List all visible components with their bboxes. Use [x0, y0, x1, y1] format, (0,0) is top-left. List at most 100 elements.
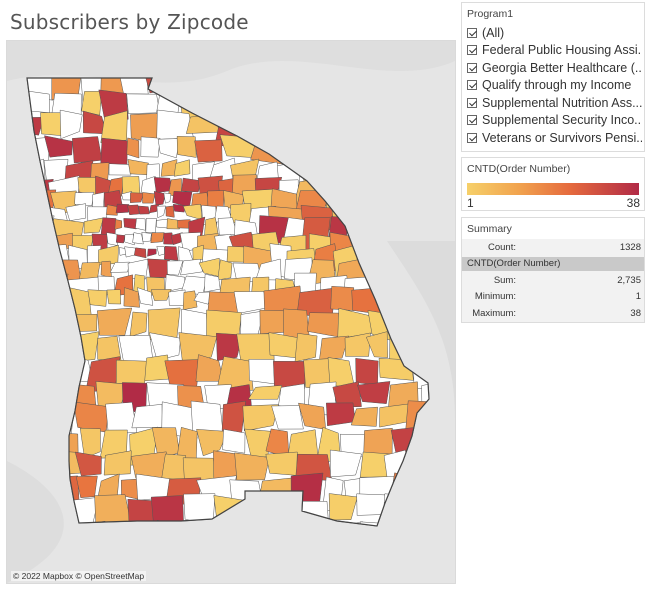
- zipcode-region[interactable]: [20, 215, 55, 251]
- zipcode-region[interactable]: [257, 477, 294, 508]
- zipcode-region[interactable]: [406, 191, 442, 219]
- zipcode-region[interactable]: [357, 381, 391, 404]
- zipcode-region[interactable]: [420, 72, 442, 101]
- zipcode-regions[interactable]: [18, 67, 455, 556]
- zipcode-region[interactable]: [127, 204, 140, 216]
- zipcode-region[interactable]: [70, 313, 98, 333]
- zipcode-region[interactable]: [164, 246, 179, 261]
- zipcode-region[interactable]: [281, 73, 306, 96]
- zipcode-region[interactable]: [405, 452, 436, 489]
- zipcode-region[interactable]: [38, 273, 69, 296]
- zipcode-region[interactable]: [21, 451, 59, 475]
- zipcode-region[interactable]: [105, 402, 138, 434]
- zipcode-region[interactable]: [163, 192, 172, 204]
- zipcode-region[interactable]: [343, 157, 370, 187]
- zipcode-region[interactable]: [137, 287, 154, 306]
- zipcode-region[interactable]: [22, 262, 53, 288]
- checkbox-checked-icon[interactable]: [467, 97, 477, 108]
- zipcode-region[interactable]: [316, 521, 340, 550]
- zipcode-region[interactable]: [412, 202, 441, 227]
- zipcode-region[interactable]: [153, 190, 166, 206]
- zipcode-region[interactable]: [336, 521, 363, 557]
- zipcode-region[interactable]: [355, 244, 392, 270]
- zipcode-region[interactable]: [282, 141, 312, 162]
- zipcode-region[interactable]: [300, 70, 329, 94]
- zipcode-region[interactable]: [272, 494, 294, 519]
- zipcode-region[interactable]: [170, 232, 183, 246]
- zipcode-region[interactable]: [127, 258, 149, 280]
- zipcode-region[interactable]: [194, 139, 223, 163]
- zipcode-region[interactable]: [133, 247, 147, 259]
- zipcode-region[interactable]: [385, 201, 421, 225]
- zipcode-region[interactable]: [386, 174, 418, 212]
- zipcode-region[interactable]: [234, 452, 270, 481]
- zipcode-region[interactable]: [216, 356, 254, 392]
- zipcode-region[interactable]: [433, 520, 455, 554]
- zipcode-region[interactable]: [74, 451, 102, 477]
- zipcode-region[interactable]: [373, 67, 401, 106]
- zipcode-region[interactable]: [44, 135, 73, 158]
- zipcode-region[interactable]: [427, 162, 454, 188]
- zipcode-region[interactable]: [416, 521, 440, 548]
- zipcode-region[interactable]: [182, 457, 217, 481]
- zipcode-region[interactable]: [355, 358, 379, 386]
- zipcode-region[interactable]: [421, 379, 453, 406]
- zipcode-region[interactable]: [156, 519, 187, 552]
- zipcode-region[interactable]: [166, 260, 184, 276]
- zipcode-region[interactable]: [384, 136, 407, 166]
- zipcode-region[interactable]: [204, 91, 228, 114]
- map-attribution[interactable]: © 2022 Mapbox © OpenStreetMap: [11, 571, 147, 581]
- zipcode-region[interactable]: [115, 203, 130, 214]
- zipcode-region[interactable]: [23, 331, 47, 359]
- zipcode-region[interactable]: [433, 451, 455, 486]
- zipcode-region[interactable]: [21, 379, 50, 414]
- zipcode-region[interactable]: [406, 138, 438, 165]
- zipcode-region[interactable]: [346, 192, 380, 220]
- zipcode-region[interactable]: [149, 332, 181, 361]
- zipcode-region[interactable]: [330, 286, 355, 311]
- zipcode-region[interactable]: [353, 182, 383, 208]
- zipcode-region[interactable]: [278, 525, 315, 544]
- zipcode-region[interactable]: [150, 289, 172, 301]
- zipcode-region[interactable]: [129, 524, 158, 549]
- zipcode-region[interactable]: [415, 496, 452, 526]
- zipcode-region[interactable]: [147, 248, 157, 257]
- zipcode-region[interactable]: [422, 215, 455, 241]
- zipcode-region[interactable]: [19, 355, 53, 387]
- zipcode-region[interactable]: [135, 217, 146, 231]
- zipcode-region[interactable]: [129, 311, 148, 338]
- zipcode-region[interactable]: [45, 355, 74, 385]
- zipcode-map[interactable]: © 2022 Mapbox © OpenStreetMap: [6, 40, 456, 584]
- zipcode-region[interactable]: [400, 67, 425, 99]
- zipcode-region[interactable]: [25, 202, 47, 239]
- zipcode-region[interactable]: [433, 178, 455, 207]
- zipcode-region[interactable]: [409, 178, 438, 205]
- zipcode-region[interactable]: [329, 449, 362, 478]
- zipcode-region[interactable]: [141, 232, 152, 243]
- zipcode-region[interactable]: [382, 493, 419, 528]
- zipcode-region[interactable]: [132, 232, 144, 245]
- zipcode-region[interactable]: [59, 109, 83, 140]
- zipcode-region[interactable]: [420, 117, 452, 146]
- georgia-map-canvas[interactable]: [7, 41, 455, 583]
- zipcode-region[interactable]: [157, 138, 180, 159]
- zipcode-region[interactable]: [173, 159, 191, 177]
- zipcode-region[interactable]: [319, 335, 350, 360]
- zipcode-region[interactable]: [226, 246, 247, 263]
- zipcode-region[interactable]: [75, 520, 106, 555]
- zipcode-region[interactable]: [216, 332, 243, 361]
- zipcode-region[interactable]: [350, 406, 378, 427]
- checkbox-checked-icon[interactable]: [467, 62, 477, 73]
- zipcode-region[interactable]: [258, 73, 285, 93]
- zipcode-region[interactable]: [73, 401, 109, 433]
- zipcode-region[interactable]: [193, 291, 214, 305]
- zipcode-region[interactable]: [309, 89, 344, 125]
- zipcode-region[interactable]: [106, 204, 118, 216]
- zipcode-region[interactable]: [391, 308, 431, 343]
- zipcode-region[interactable]: [345, 90, 369, 123]
- zipcode-region[interactable]: [23, 289, 48, 309]
- zipcode-region[interactable]: [106, 289, 122, 305]
- zipcode-region[interactable]: [92, 191, 105, 210]
- zipcode-region[interactable]: [240, 111, 280, 146]
- zipcode-region[interactable]: [150, 495, 185, 532]
